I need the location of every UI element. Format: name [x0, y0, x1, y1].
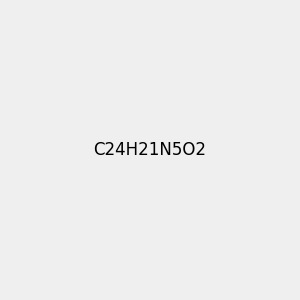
Text: C24H21N5O2: C24H21N5O2	[94, 141, 206, 159]
